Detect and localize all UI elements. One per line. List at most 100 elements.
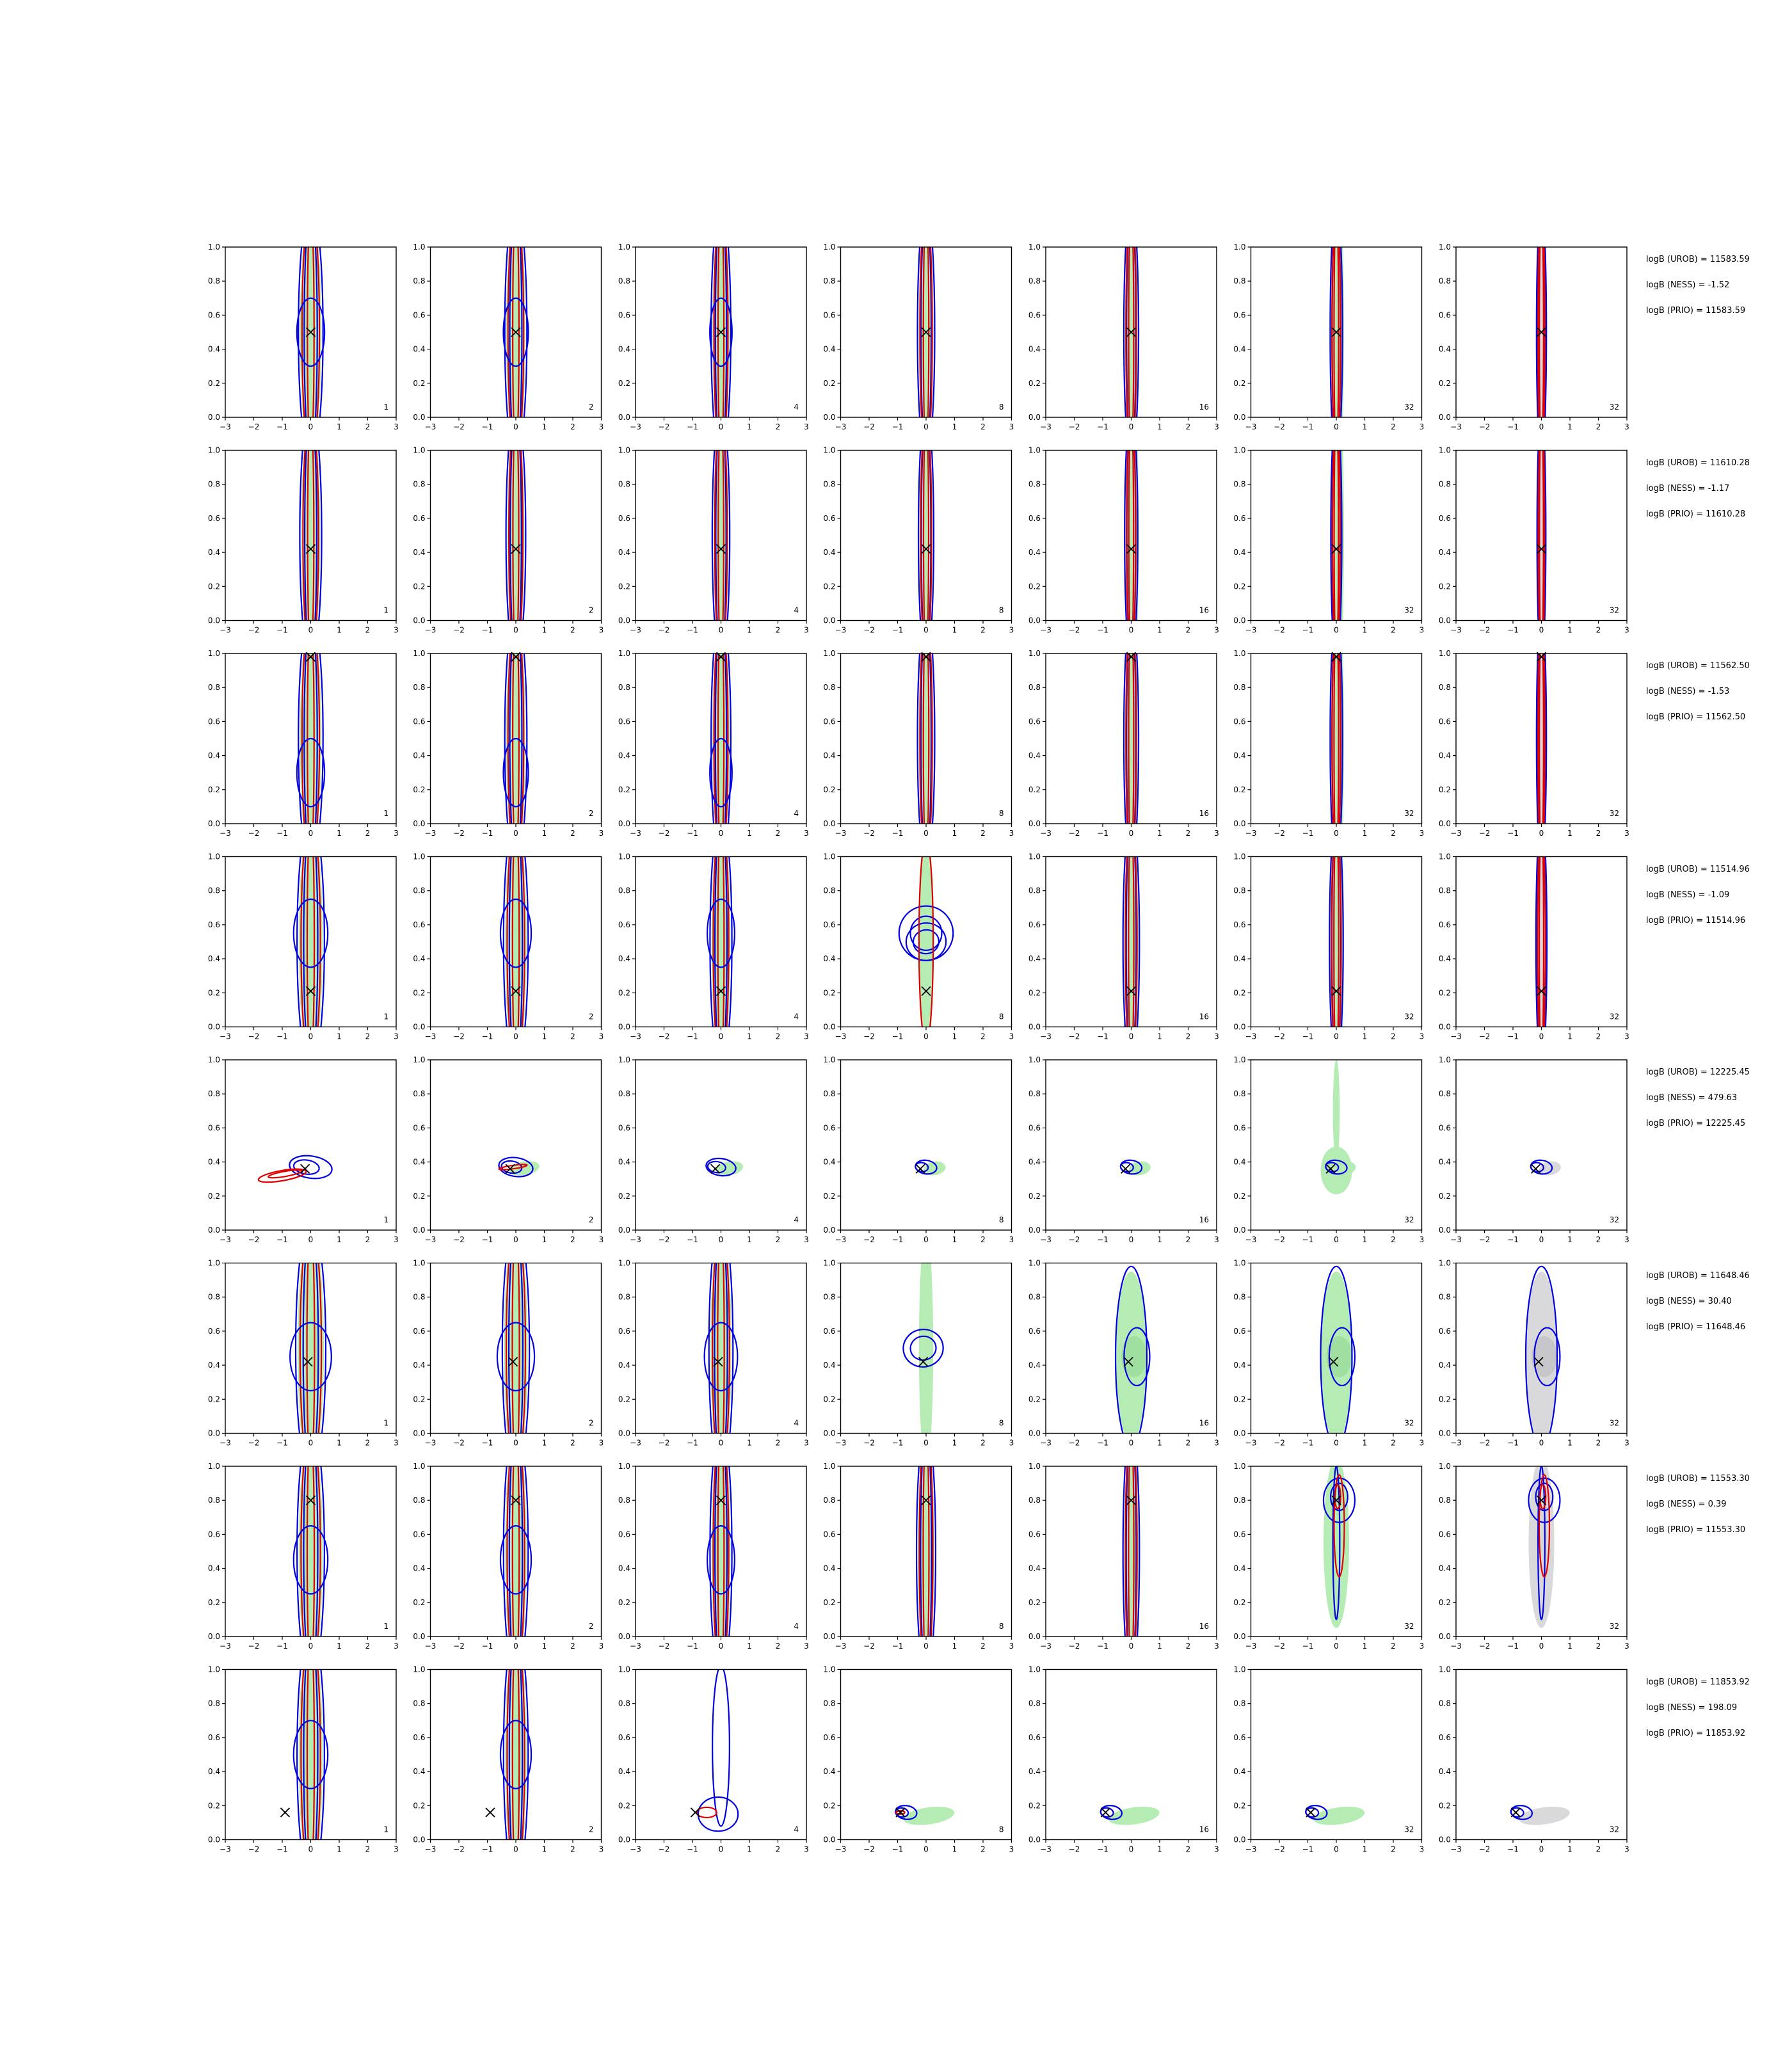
y-tick-label: 0.4	[1233, 1158, 1245, 1167]
x-tick-label: −1	[1097, 1439, 1108, 1448]
stat-prio-row-2: logB (PRIO) = 11610.28	[1646, 509, 1746, 519]
y-tick-label: 1.0	[413, 649, 425, 658]
x-tick-label: 1	[1363, 1439, 1368, 1448]
y-tick-label: 1.0	[1439, 649, 1451, 658]
panel-label: 1	[383, 403, 388, 412]
x-tick-label: −3	[220, 626, 231, 635]
x-tick-label: −1	[1302, 422, 1314, 431]
x-tick-label: 0	[924, 1845, 929, 1854]
red-outer-contour	[301, 653, 321, 824]
x-tick-label: −2	[453, 1032, 465, 1041]
y-tick-label: 0.0	[823, 819, 835, 828]
y-tick-label: 0.2	[208, 785, 220, 794]
x-tick-label: −1	[1507, 626, 1519, 635]
truth-marker	[716, 1495, 726, 1505]
x-tick-label: 1	[542, 829, 547, 838]
y-tick-label: 0.0	[618, 1023, 630, 1032]
x-tick-label: 1	[1157, 1439, 1162, 1448]
y-tick-label: 0.0	[208, 1023, 220, 1032]
red-outer-contour	[1331, 450, 1341, 621]
blue-inner-contour	[1510, 1807, 1524, 1818]
x-tick-label: 3	[394, 1032, 399, 1041]
panel-label: 4	[794, 1419, 799, 1428]
contour-layer	[505, 450, 527, 621]
x-tick-label: −3	[630, 626, 641, 635]
x-tick-label: 1	[747, 626, 752, 635]
x-tick-label: −3	[1245, 1845, 1257, 1854]
blue-inner-contour	[714, 653, 728, 824]
x-tick-label: 3	[599, 1235, 604, 1244]
blue-inner-contour	[714, 856, 728, 1027]
x-tick-label: −1	[687, 1439, 698, 1448]
x-tick-label: −2	[453, 422, 465, 431]
blue-inner-contour	[1123, 1327, 1151, 1387]
x-tick-label: 1	[952, 829, 957, 838]
panel-r8-c1: −3 −2 −1 0 1 2 3 0.0 0.2 0.4 0.6 0.8 1.0 1	[208, 1665, 399, 1854]
x-tick-label: −3	[425, 626, 436, 635]
y-tick-label: 0.4	[1439, 548, 1451, 557]
blue-outer-contour	[1329, 247, 1343, 417]
y-tick-label: 0.8	[618, 1496, 630, 1505]
y-tick-label: 0.6	[1028, 1123, 1041, 1132]
y-tick-label: 0.4	[1028, 548, 1041, 557]
contour-layer	[499, 1466, 532, 1636]
x-tick-label: 3	[394, 829, 399, 838]
x-tick-label: −2	[453, 1439, 465, 1448]
x-tick-label: −2	[1069, 422, 1080, 431]
truth-marker	[921, 652, 931, 662]
y-tick-label: 0.0	[618, 1632, 630, 1641]
red-inner-contour	[268, 1169, 303, 1179]
x-tick-label: −2	[248, 1439, 260, 1448]
y-tick-label: 0.0	[1028, 1429, 1041, 1438]
y-tick-label: 0.6	[1028, 310, 1041, 319]
panel-label: 32	[1610, 1012, 1619, 1021]
truth-marker	[1126, 327, 1137, 337]
density-fill	[918, 653, 934, 824]
y-tick-label: 1.0	[413, 1259, 425, 1268]
blue-inner-contour	[707, 1160, 726, 1174]
y-tick-label: 0.8	[1439, 683, 1451, 692]
truth-marker	[1533, 1357, 1544, 1367]
red-inner-contour	[1128, 653, 1135, 824]
x-tick-label: −1	[892, 1642, 904, 1651]
blue-outer-contour	[296, 1669, 325, 1840]
y-tick-label: 0.6	[618, 1733, 630, 1742]
red-outer-contour	[712, 1263, 730, 1434]
x-tick-label: −1	[1507, 1642, 1519, 1651]
x-tick-label: −2	[1479, 1845, 1491, 1854]
x-tick-label: 1	[1567, 1032, 1572, 1041]
x-tick-label: 2	[570, 829, 575, 838]
x-tick-label: 2	[980, 1032, 986, 1041]
x-tick-label: −1	[276, 1235, 288, 1244]
panel-label: 4	[794, 1622, 799, 1631]
panel-label: 2	[589, 1419, 594, 1428]
x-tick-label: 1	[952, 422, 957, 431]
panel-r6-c1: −3 −2 −1 0 1 2 3 0.0 0.2 0.4 0.6 0.8 1.0 1	[208, 1259, 399, 1448]
truth-marker	[1126, 986, 1137, 996]
y-tick-label: 0.0	[823, 1429, 835, 1438]
x-tick-label: 3	[804, 1235, 809, 1244]
x-tick-label: 1	[542, 1439, 547, 1448]
x-tick-label: 1	[1567, 1642, 1572, 1651]
x-tick-label: 1	[952, 626, 957, 635]
y-tick-label: 0.4	[413, 1361, 425, 1370]
truth-marker	[508, 1357, 518, 1367]
blue-outer-contour	[501, 1263, 531, 1434]
y-tick-label: 0.6	[618, 310, 630, 319]
blue-inner-contour	[1533, 1327, 1561, 1387]
x-tick-label: 3	[1214, 422, 1219, 431]
y-tick-label: 0.6	[413, 717, 425, 726]
x-tick-label: 3	[1420, 626, 1425, 635]
x-tick-label: 0	[1129, 1032, 1134, 1041]
blue-outer-contour	[1320, 1265, 1353, 1434]
y-tick-label: 0.2	[823, 1395, 835, 1404]
x-tick-label: 1	[952, 1032, 957, 1041]
y-tick-label: 0.8	[823, 480, 835, 489]
y-tick-label: 1.0	[823, 1259, 835, 1268]
density-fill-core	[1326, 1336, 1352, 1377]
x-tick-label: 0	[513, 626, 518, 635]
y-tick-label: 0.4	[1233, 1767, 1245, 1776]
x-tick-label: −1	[482, 1845, 493, 1854]
panel-frame	[635, 1059, 807, 1231]
x-tick-label: 2	[1596, 1439, 1601, 1448]
